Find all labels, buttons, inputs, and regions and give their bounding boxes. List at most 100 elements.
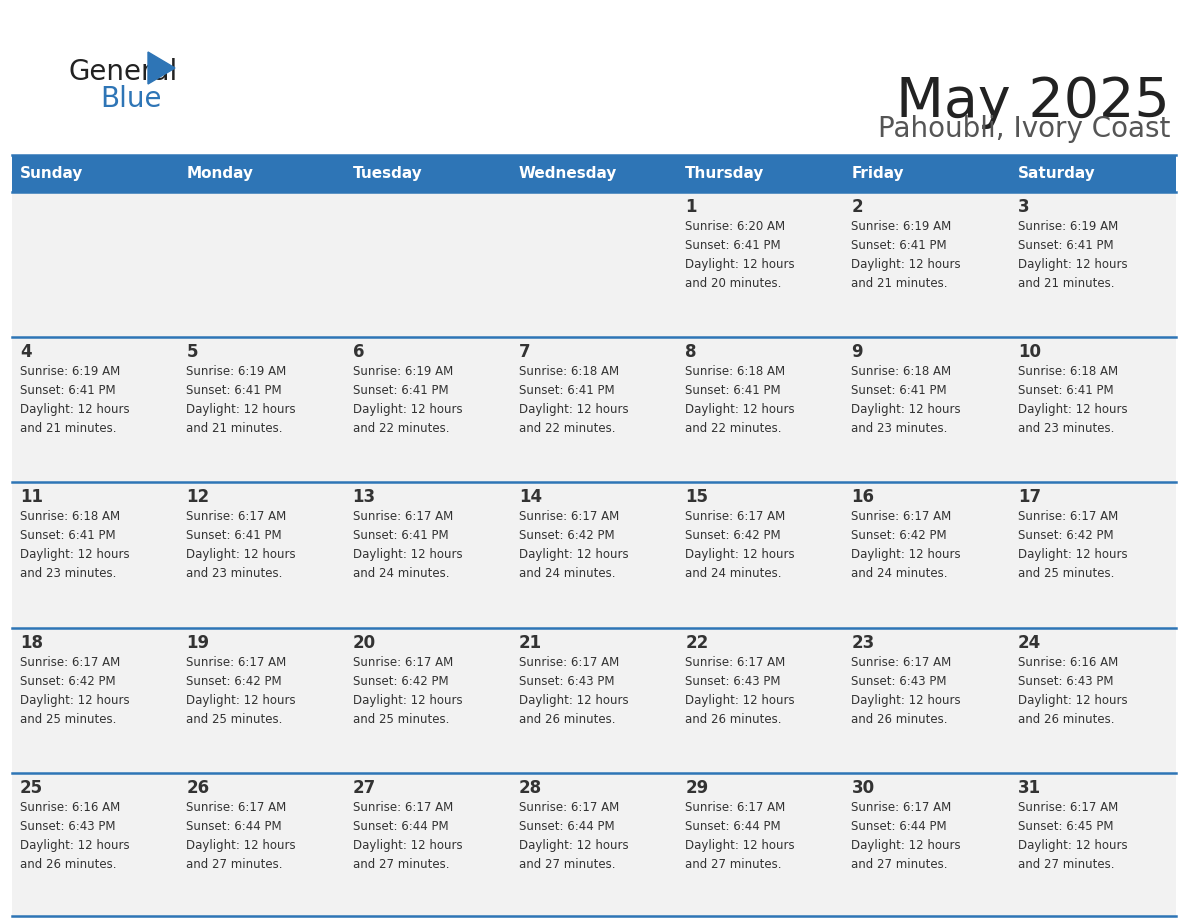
Text: Sunrise: 6:17 AM: Sunrise: 6:17 AM <box>353 655 453 668</box>
Text: Sunrise: 6:17 AM: Sunrise: 6:17 AM <box>353 800 453 813</box>
Text: 21: 21 <box>519 633 542 652</box>
Bar <box>178 628 345 773</box>
Text: Daylight: 12 hours: Daylight: 12 hours <box>353 403 462 416</box>
Text: Sunrise: 6:17 AM: Sunrise: 6:17 AM <box>187 655 286 668</box>
Text: Sunrise: 6:18 AM: Sunrise: 6:18 AM <box>519 365 619 378</box>
Text: Sunrise: 6:17 AM: Sunrise: 6:17 AM <box>685 800 785 813</box>
Text: and 26 minutes.: and 26 minutes. <box>852 712 948 725</box>
Text: and 26 minutes.: and 26 minutes. <box>685 712 782 725</box>
Text: 27: 27 <box>353 778 375 797</box>
Text: Sunset: 6:42 PM: Sunset: 6:42 PM <box>20 675 115 688</box>
Bar <box>843 192 1010 337</box>
Text: and 22 minutes.: and 22 minutes. <box>685 422 782 435</box>
Bar <box>1010 155 1176 192</box>
Bar <box>12 155 178 192</box>
Text: Sunrise: 6:17 AM: Sunrise: 6:17 AM <box>685 510 785 523</box>
Text: 28: 28 <box>519 778 542 797</box>
Text: Sunrise: 6:17 AM: Sunrise: 6:17 AM <box>852 800 952 813</box>
Text: Blue: Blue <box>100 85 162 113</box>
Text: Sunrise: 6:18 AM: Sunrise: 6:18 AM <box>685 365 785 378</box>
Text: Daylight: 12 hours: Daylight: 12 hours <box>519 403 628 416</box>
Bar <box>1010 192 1176 337</box>
Text: Daylight: 12 hours: Daylight: 12 hours <box>685 839 795 852</box>
Text: Sunset: 6:44 PM: Sunset: 6:44 PM <box>852 820 947 833</box>
Text: 10: 10 <box>1018 343 1041 361</box>
Text: Sunset: 6:43 PM: Sunset: 6:43 PM <box>852 675 947 688</box>
Text: and 24 minutes.: and 24 minutes. <box>519 567 615 580</box>
Text: and 25 minutes.: and 25 minutes. <box>20 712 116 725</box>
Text: Sunrise: 6:19 AM: Sunrise: 6:19 AM <box>20 365 120 378</box>
Text: 4: 4 <box>20 343 32 361</box>
Bar <box>511 773 677 918</box>
Text: Sunset: 6:41 PM: Sunset: 6:41 PM <box>852 239 947 252</box>
Text: 7: 7 <box>519 343 531 361</box>
Text: Daylight: 12 hours: Daylight: 12 hours <box>852 403 961 416</box>
Bar <box>12 192 178 337</box>
Text: Sunrise: 6:17 AM: Sunrise: 6:17 AM <box>519 510 619 523</box>
Bar <box>178 192 345 337</box>
Text: Daylight: 12 hours: Daylight: 12 hours <box>187 403 296 416</box>
Text: 6: 6 <box>353 343 364 361</box>
Text: Sunset: 6:41 PM: Sunset: 6:41 PM <box>852 385 947 397</box>
Text: Thursday: Thursday <box>685 166 765 181</box>
Text: Sunset: 6:41 PM: Sunset: 6:41 PM <box>20 385 115 397</box>
Text: and 24 minutes.: and 24 minutes. <box>852 567 948 580</box>
Text: Sunset: 6:44 PM: Sunset: 6:44 PM <box>685 820 781 833</box>
Text: Daylight: 12 hours: Daylight: 12 hours <box>1018 403 1127 416</box>
Text: Tuesday: Tuesday <box>353 166 422 181</box>
Text: Sunset: 6:43 PM: Sunset: 6:43 PM <box>519 675 614 688</box>
Text: and 21 minutes.: and 21 minutes. <box>852 277 948 290</box>
Text: and 20 minutes.: and 20 minutes. <box>685 277 782 290</box>
Text: 25: 25 <box>20 778 43 797</box>
Bar <box>677 337 843 482</box>
Text: Sunset: 6:41 PM: Sunset: 6:41 PM <box>685 385 781 397</box>
Text: Sunrise: 6:17 AM: Sunrise: 6:17 AM <box>187 800 286 813</box>
Text: Sunset: 6:41 PM: Sunset: 6:41 PM <box>353 385 448 397</box>
Text: Sunset: 6:42 PM: Sunset: 6:42 PM <box>519 530 614 543</box>
Text: Sunrise: 6:17 AM: Sunrise: 6:17 AM <box>519 800 619 813</box>
Text: and 25 minutes.: and 25 minutes. <box>353 712 449 725</box>
Text: and 23 minutes.: and 23 minutes. <box>20 567 116 580</box>
Bar <box>511 482 677 628</box>
Text: Daylight: 12 hours: Daylight: 12 hours <box>20 403 129 416</box>
Text: Daylight: 12 hours: Daylight: 12 hours <box>187 548 296 562</box>
Bar <box>345 628 511 773</box>
Text: Sunset: 6:42 PM: Sunset: 6:42 PM <box>852 530 947 543</box>
Text: and 24 minutes.: and 24 minutes. <box>685 567 782 580</box>
Text: Sunset: 6:41 PM: Sunset: 6:41 PM <box>519 385 614 397</box>
Text: Daylight: 12 hours: Daylight: 12 hours <box>1018 839 1127 852</box>
Text: Saturday: Saturday <box>1018 166 1095 181</box>
Text: 20: 20 <box>353 633 375 652</box>
Text: Daylight: 12 hours: Daylight: 12 hours <box>519 548 628 562</box>
Text: Sunset: 6:45 PM: Sunset: 6:45 PM <box>1018 820 1113 833</box>
Text: Sunrise: 6:17 AM: Sunrise: 6:17 AM <box>1018 800 1118 813</box>
Text: 18: 18 <box>20 633 43 652</box>
Text: Friday: Friday <box>852 166 904 181</box>
Text: Daylight: 12 hours: Daylight: 12 hours <box>353 548 462 562</box>
Bar <box>511 192 677 337</box>
Text: Sunrise: 6:17 AM: Sunrise: 6:17 AM <box>519 655 619 668</box>
Bar <box>843 482 1010 628</box>
Text: and 21 minutes.: and 21 minutes. <box>20 422 116 435</box>
Text: Sunrise: 6:17 AM: Sunrise: 6:17 AM <box>852 655 952 668</box>
Text: Daylight: 12 hours: Daylight: 12 hours <box>1018 548 1127 562</box>
Text: Sunset: 6:41 PM: Sunset: 6:41 PM <box>187 385 282 397</box>
Text: and 23 minutes.: and 23 minutes. <box>852 422 948 435</box>
Bar <box>12 773 178 918</box>
Text: 14: 14 <box>519 488 542 507</box>
Text: 29: 29 <box>685 778 708 797</box>
Text: Sunset: 6:41 PM: Sunset: 6:41 PM <box>20 530 115 543</box>
Text: and 21 minutes.: and 21 minutes. <box>1018 277 1114 290</box>
Bar <box>178 773 345 918</box>
Bar <box>345 482 511 628</box>
Text: Sunset: 6:44 PM: Sunset: 6:44 PM <box>519 820 614 833</box>
Text: 17: 17 <box>1018 488 1041 507</box>
Text: and 27 minutes.: and 27 minutes. <box>187 857 283 871</box>
Bar <box>178 337 345 482</box>
Polygon shape <box>148 52 175 84</box>
Text: Sunset: 6:42 PM: Sunset: 6:42 PM <box>1018 530 1113 543</box>
Text: Daylight: 12 hours: Daylight: 12 hours <box>353 839 462 852</box>
Text: and 21 minutes.: and 21 minutes. <box>187 422 283 435</box>
Text: 23: 23 <box>852 633 874 652</box>
Text: and 25 minutes.: and 25 minutes. <box>1018 567 1114 580</box>
